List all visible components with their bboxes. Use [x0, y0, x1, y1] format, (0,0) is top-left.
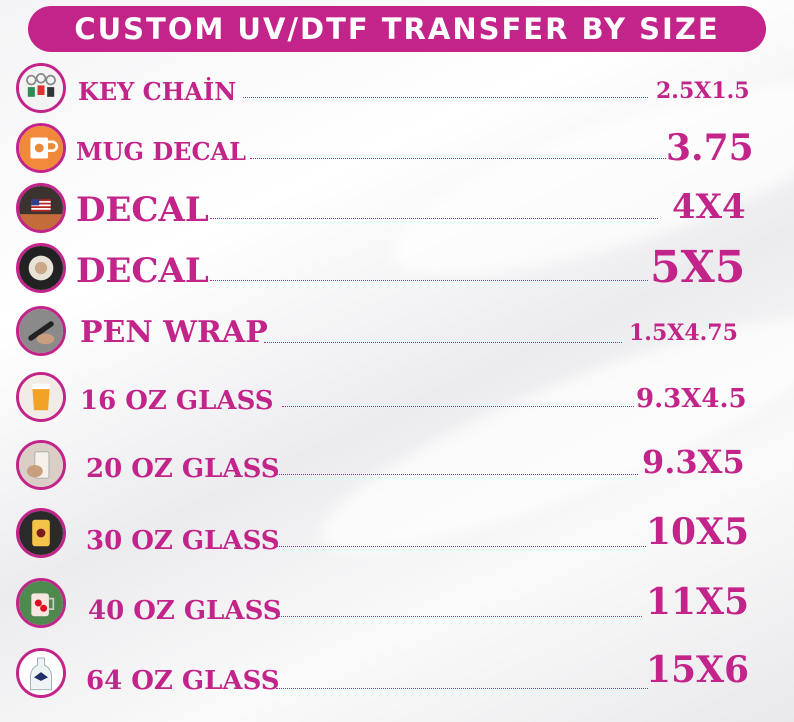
item-size: 4X4 [672, 187, 746, 227]
item-label: DECAL [76, 251, 209, 291]
item-size: 9.3X4.5 [636, 384, 747, 414]
list-item: 64 OZ GLASS 15X6 [0, 644, 794, 704]
item-size: 3.75 [666, 127, 754, 169]
item-size: 5X5 [650, 242, 746, 293]
round-decal-icon [16, 243, 66, 293]
can-glass-icon [16, 508, 66, 558]
leader-dots [276, 546, 646, 547]
item-label: 16 OZ GLASS [80, 386, 274, 416]
beer-glass-icon [16, 372, 66, 422]
list-item: PEN WRAP 1.5X4.75 [0, 300, 794, 360]
list-item: 20 OZ GLASS 9.3X5 [0, 436, 794, 496]
item-size: 2.5X1.5 [656, 78, 750, 104]
leader-dots [250, 158, 666, 159]
list-item: 40 OZ GLASS 11X5 [0, 574, 794, 634]
keychain-icon [16, 63, 66, 113]
leader-dots [210, 218, 658, 219]
item-size: 1.5X4.75 [629, 320, 738, 346]
list-item: KEY CHAİN 2.5X1.5 [0, 60, 794, 120]
leader-dots [243, 97, 648, 98]
pen-icon [16, 306, 66, 356]
item-size: 10X5 [646, 511, 750, 553]
item-size: 15X6 [646, 649, 750, 691]
item-label: PEN WRAP [80, 315, 268, 350]
item-size: 9.3X5 [642, 443, 745, 481]
item-label: 30 OZ GLASS [86, 526, 280, 556]
growler-icon [16, 648, 66, 698]
leader-dots [210, 280, 648, 281]
leader-dots [276, 688, 648, 689]
leader-dots [276, 474, 638, 475]
mug-icon [16, 123, 66, 173]
glass-in-hand-icon [16, 440, 66, 490]
item-label: MUG DECAL [76, 137, 247, 166]
tumbler-icon [16, 578, 66, 628]
page-title: CUSTOM UV/DTF TRANSFER BY SIZE [74, 12, 720, 46]
list-item: MUG DECAL 3.75 [0, 120, 794, 180]
title-banner: CUSTOM UV/DTF TRANSFER BY SIZE [28, 6, 766, 52]
item-label: 64 OZ GLASS [86, 666, 280, 696]
list-item: DECAL 5X5 [0, 240, 794, 300]
item-label: 40 OZ GLASS [88, 596, 282, 626]
item-label: KEY CHAİN [78, 77, 237, 106]
leader-dots [278, 616, 642, 617]
list-item: DECAL 4X4 [0, 180, 794, 240]
flag-decal-icon [16, 183, 66, 233]
leader-dots [282, 406, 634, 407]
item-size: 11X5 [646, 581, 750, 623]
leader-dots [264, 342, 622, 343]
item-label: 20 OZ GLASS [86, 454, 280, 484]
list-item: 30 OZ GLASS 10X5 [0, 504, 794, 564]
item-label: DECAL [76, 190, 209, 230]
list-item: 16 OZ GLASS 9.3X4.5 [0, 368, 794, 428]
